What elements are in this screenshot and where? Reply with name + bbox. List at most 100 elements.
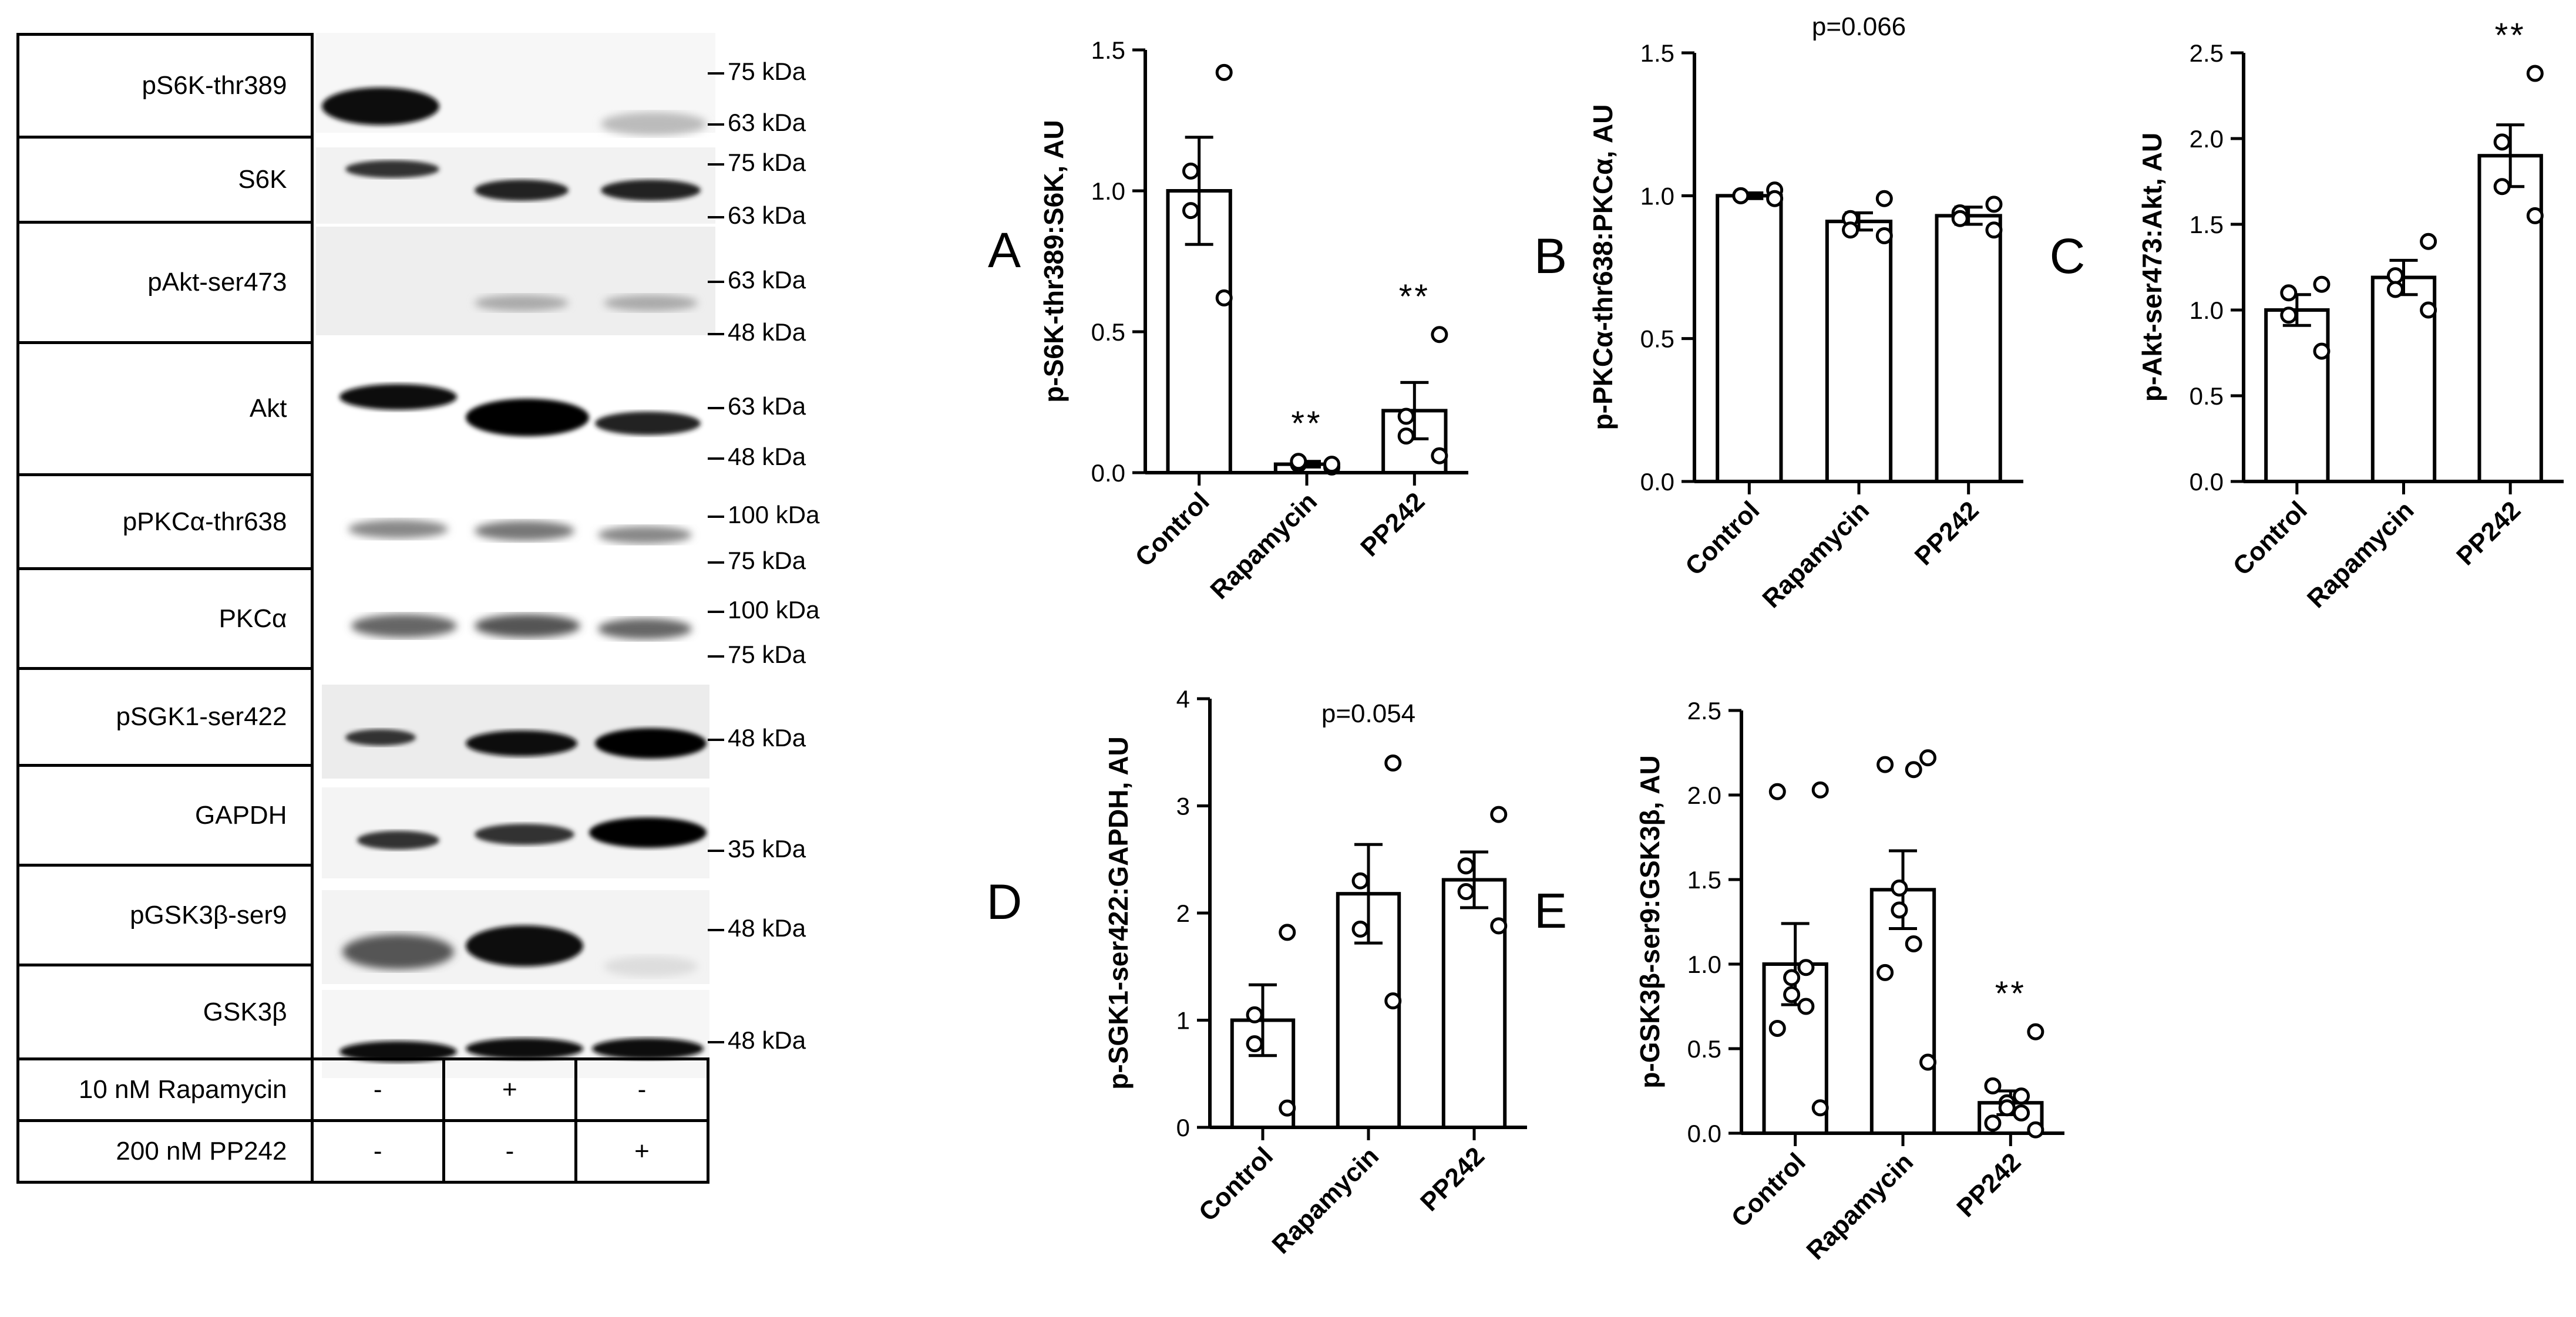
lane-sign: + bbox=[574, 1119, 710, 1184]
blot-row-label: GAPDH bbox=[16, 764, 314, 867]
mw-marker: 100 kDa bbox=[708, 596, 819, 624]
data-point bbox=[2280, 306, 2298, 324]
western-blot-panel: pS6K-thr389 S6K pAkt-ser473 Akt pPKCα-th… bbox=[16, 33, 715, 1207]
data-point bbox=[1891, 879, 1908, 897]
data-point bbox=[1876, 964, 1894, 981]
panel-letter: C bbox=[2050, 228, 2086, 284]
y-tick-label: 3 bbox=[1176, 793, 1190, 820]
data-point bbox=[1397, 407, 1415, 425]
blot-row-label: PKCα bbox=[16, 567, 314, 670]
x-category-label: Control bbox=[1726, 1147, 1811, 1232]
y-axis-title: p-SGK1-ser422:GAPDH, AU bbox=[1103, 736, 1134, 1090]
blot-row-label: Akt bbox=[16, 341, 314, 476]
data-point bbox=[1384, 755, 1402, 772]
data-point bbox=[1323, 456, 1341, 473]
treatment-label: 200 nM PP242 bbox=[16, 1119, 314, 1184]
data-point bbox=[1811, 1099, 1829, 1117]
data-point bbox=[2013, 1104, 2030, 1121]
mw-marker: 63 kDa bbox=[708, 266, 806, 294]
data-point bbox=[1766, 190, 1784, 207]
data-point bbox=[1875, 227, 1893, 244]
y-tick-label: 1.5 bbox=[2190, 211, 2224, 238]
significance-label: ** bbox=[1399, 278, 1430, 316]
data-point bbox=[2313, 275, 2330, 293]
y-tick-label: 1.0 bbox=[1640, 182, 1674, 210]
data-point bbox=[2027, 1023, 2044, 1040]
bar bbox=[2264, 308, 2330, 483]
y-tick-label: 2.0 bbox=[2190, 125, 2224, 153]
data-point bbox=[1783, 986, 1801, 1003]
lane-sign: - bbox=[310, 1057, 445, 1122]
data-point bbox=[1768, 1019, 1786, 1037]
data-point bbox=[1797, 998, 1815, 1015]
data-point bbox=[1182, 162, 1199, 180]
y-axis-title: p-GSK3β-ser9:GSK3β, AU bbox=[1635, 755, 1665, 1088]
y-tick-label: 1.5 bbox=[1091, 36, 1125, 64]
y-axis-title: p-Akt-ser473:Akt, AU bbox=[2137, 133, 2167, 402]
y-axis-title: p-S6K-thr389:S6K, AU bbox=[1038, 120, 1069, 402]
blot-row-label: GSK3β bbox=[16, 964, 314, 1060]
blot-row-label: pSGK1-ser422 bbox=[16, 667, 314, 767]
bar bbox=[1869, 888, 1936, 1136]
panel-letter: A bbox=[988, 223, 1021, 278]
data-point bbox=[1490, 917, 1508, 935]
p-value-label: p=0.066 bbox=[1812, 12, 1906, 41]
mw-marker: 100 kDa bbox=[708, 501, 819, 529]
data-point bbox=[1351, 872, 1369, 890]
y-tick-label: 0.5 bbox=[1091, 318, 1125, 346]
data-point bbox=[1457, 883, 1475, 900]
bar bbox=[1716, 194, 1783, 483]
p-value-label: p=0.054 bbox=[1321, 699, 1415, 728]
significance-label: ** bbox=[1995, 975, 2026, 1013]
mw-marker: 35 kDa bbox=[708, 835, 806, 863]
data-point bbox=[1905, 761, 1922, 779]
data-point bbox=[1279, 1099, 1296, 1117]
panel-letter: E bbox=[1534, 883, 1567, 938]
data-point bbox=[2526, 207, 2544, 224]
data-point bbox=[1842, 221, 1859, 239]
y-axis-title: p-PKCα-thr638:PKCα, AU bbox=[1588, 105, 1618, 430]
y-tick-label: 0.0 bbox=[2190, 468, 2224, 496]
y-tick-label: 2.0 bbox=[1687, 782, 1721, 809]
mw-marker: 48 kDa bbox=[708, 914, 806, 942]
data-point bbox=[2493, 133, 2511, 151]
data-point bbox=[1985, 196, 2003, 213]
data-point bbox=[1768, 783, 1786, 800]
mw-marker: 63 kDa bbox=[708, 201, 806, 230]
data-point bbox=[1984, 1114, 2002, 1132]
data-point bbox=[1215, 289, 1233, 306]
y-tick-label: 0.5 bbox=[1640, 325, 1674, 353]
mw-marker: 75 kDa bbox=[708, 641, 806, 669]
data-point bbox=[2420, 233, 2437, 250]
data-point bbox=[1279, 924, 1296, 941]
mw-marker: 75 kDa bbox=[708, 547, 806, 575]
data-point bbox=[2313, 342, 2330, 360]
data-point bbox=[1246, 1006, 1263, 1023]
data-point bbox=[1951, 210, 1969, 227]
data-point bbox=[1246, 1035, 1263, 1053]
data-point bbox=[2027, 1121, 2044, 1139]
y-tick-label: 1.0 bbox=[2190, 297, 2224, 324]
significance-label: ** bbox=[1291, 405, 1322, 443]
data-point bbox=[1919, 749, 1937, 767]
lane-sign: - bbox=[310, 1119, 445, 1184]
bar bbox=[1825, 220, 1893, 483]
y-tick-label: 1.5 bbox=[1640, 39, 1674, 67]
y-tick-label: 0 bbox=[1176, 1114, 1190, 1141]
data-point bbox=[2493, 178, 2511, 196]
y-tick-label: 0.5 bbox=[1687, 1035, 1721, 1063]
mw-marker: 48 kDa bbox=[708, 318, 806, 346]
data-point bbox=[1490, 806, 1508, 823]
blot-row-label: pAkt-ser473 bbox=[16, 221, 314, 344]
y-tick-label: 2.5 bbox=[1687, 697, 1721, 725]
mw-marker: 63 kDa bbox=[708, 392, 806, 420]
blot-row-label: pGSK3β-ser9 bbox=[16, 864, 314, 966]
panel-letter: B bbox=[1534, 228, 1567, 284]
data-point bbox=[1985, 221, 2003, 239]
lane-sign: + bbox=[442, 1057, 577, 1122]
y-tick-label: 0.0 bbox=[1640, 468, 1674, 496]
data-point bbox=[1182, 202, 1199, 220]
